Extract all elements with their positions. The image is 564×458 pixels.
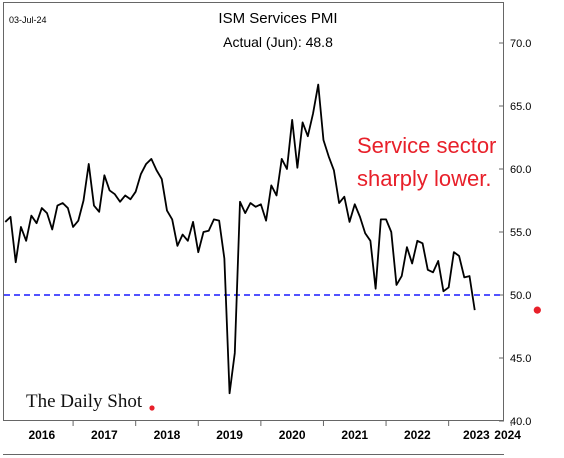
y-tick-label: 70.0 bbox=[510, 38, 531, 50]
x-tick-label: 2021 bbox=[341, 428, 368, 442]
series-line-ism-services bbox=[4, 83, 476, 395]
chart-date: 03-Jul-24 bbox=[9, 15, 47, 25]
y-tick-label: 55.0 bbox=[510, 227, 531, 239]
x-tick-label: 2023 bbox=[463, 428, 490, 442]
chart-subtitle: Actual (Jun): 48.8 bbox=[223, 34, 333, 50]
annotation-line-1: Service sector bbox=[357, 133, 496, 158]
y-tick-label: 50.0 bbox=[510, 290, 531, 302]
y-tick-label: 65.0 bbox=[510, 101, 531, 113]
x-tick-label: 2019 bbox=[216, 428, 243, 442]
x-tick-label: 2016 bbox=[28, 428, 55, 442]
y-axis: 40.0 45.0 50.0 55.0 60.0 65.0 70.0 bbox=[499, 38, 531, 428]
source-logo: The Daily Shot bbox=[26, 391, 143, 412]
x-tick-label: 2024 bbox=[494, 428, 521, 442]
y-tick-label: 45.0 bbox=[510, 353, 531, 365]
y-tick-label: 60.0 bbox=[510, 164, 531, 176]
plot-frame bbox=[3, 2, 504, 421]
x-tick-label: 2022 bbox=[404, 428, 431, 442]
series-layer bbox=[4, 83, 541, 395]
logo-dot bbox=[149, 405, 155, 411]
annotation-line-2: sharply lower. bbox=[357, 166, 492, 191]
x-tick-label: 2020 bbox=[279, 428, 306, 442]
x-axis: 2016 2017 2018 2019 2020 2021 2022 2023 2024 bbox=[28, 420, 521, 442]
y-tick-label: 40.0 bbox=[510, 416, 531, 428]
latest-value-point bbox=[533, 306, 541, 314]
x-tick-label: 2018 bbox=[154, 428, 181, 442]
x-tick-label: 2017 bbox=[91, 428, 118, 442]
chart-title: ISM Services PMI bbox=[218, 10, 337, 27]
